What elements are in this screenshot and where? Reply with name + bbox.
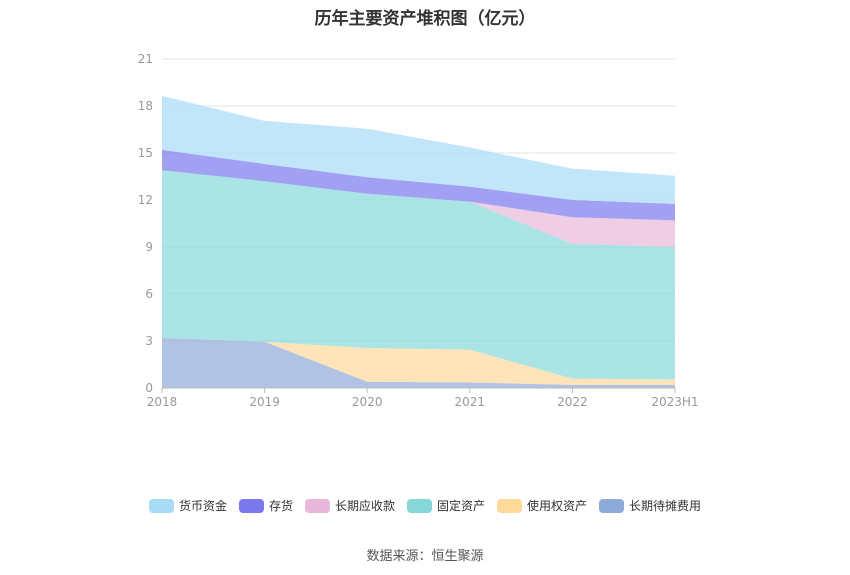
legend-item[interactable]: 存货 [238, 497, 293, 514]
legend-swatch [304, 498, 330, 513]
chart-title: 历年主要资产堆积图（亿元） [314, 9, 536, 29]
legend-label: 货币资金 [178, 499, 227, 513]
legend-swatch [497, 498, 523, 513]
y-tick-label: 0 [145, 381, 153, 395]
x-tick-label: 2021 [455, 395, 486, 409]
legend-item[interactable]: 长期应收款 [304, 497, 395, 514]
legend-item[interactable]: 货币资金 [148, 497, 227, 514]
area-series [162, 95, 675, 388]
area-series-3 [162, 170, 675, 247]
y-tick-label: 15 [138, 146, 153, 160]
legend-label: 长期应收款 [334, 499, 395, 513]
legend-label: 长期待摊费用 [629, 499, 702, 513]
area-series-2 [162, 170, 675, 380]
legend-swatch [238, 498, 264, 513]
legend-item[interactable]: 使用权资产 [497, 497, 587, 514]
legend-label: 使用权资产 [527, 499, 588, 513]
area-series-4 [162, 149, 675, 221]
x-tick-label: 2018 [147, 395, 178, 409]
y-tick-label: 9 [145, 240, 153, 254]
y-tick-label: 18 [138, 99, 153, 113]
legend-item[interactable]: 固定资产 [407, 497, 485, 514]
legend-swatch [407, 498, 432, 513]
x-tick-label: 2020 [352, 395, 383, 409]
y-tick-label: 21 [138, 52, 153, 66]
legend-swatch [148, 498, 174, 513]
legend-label: 存货 [268, 499, 293, 513]
x-tick-label: 2023H1 [651, 395, 698, 409]
y-tick-label: 12 [138, 193, 153, 207]
area-series-1 [162, 337, 675, 385]
x-tick-label: 2019 [249, 395, 280, 409]
x-tick-label: 2022 [557, 395, 588, 409]
legend-swatch [599, 498, 625, 513]
legend: 货币资金 存货 长期应收款 固定资产 使用权资产 长期待摊费用 [0, 497, 850, 514]
axes: 0 3 6 9 12 15 18 21 2018 2019 2020 2021 2022 2023H1 [138, 52, 699, 409]
legend-label: 固定资产 [437, 499, 486, 513]
y-tick-label: 3 [145, 334, 153, 348]
legend-item[interactable]: 长期待摊费用 [599, 497, 701, 514]
stacked-area-chart: 0 3 6 9 12 15 18 21 2018 2019 2020 2021 2022 2023H1 [138, 52, 699, 409]
y-tick-label: 6 [145, 287, 153, 301]
area-series-0 [162, 337, 675, 388]
source-note: 数据来源：恒生聚源 [366, 549, 484, 564]
area-series-5 [162, 95, 675, 204]
